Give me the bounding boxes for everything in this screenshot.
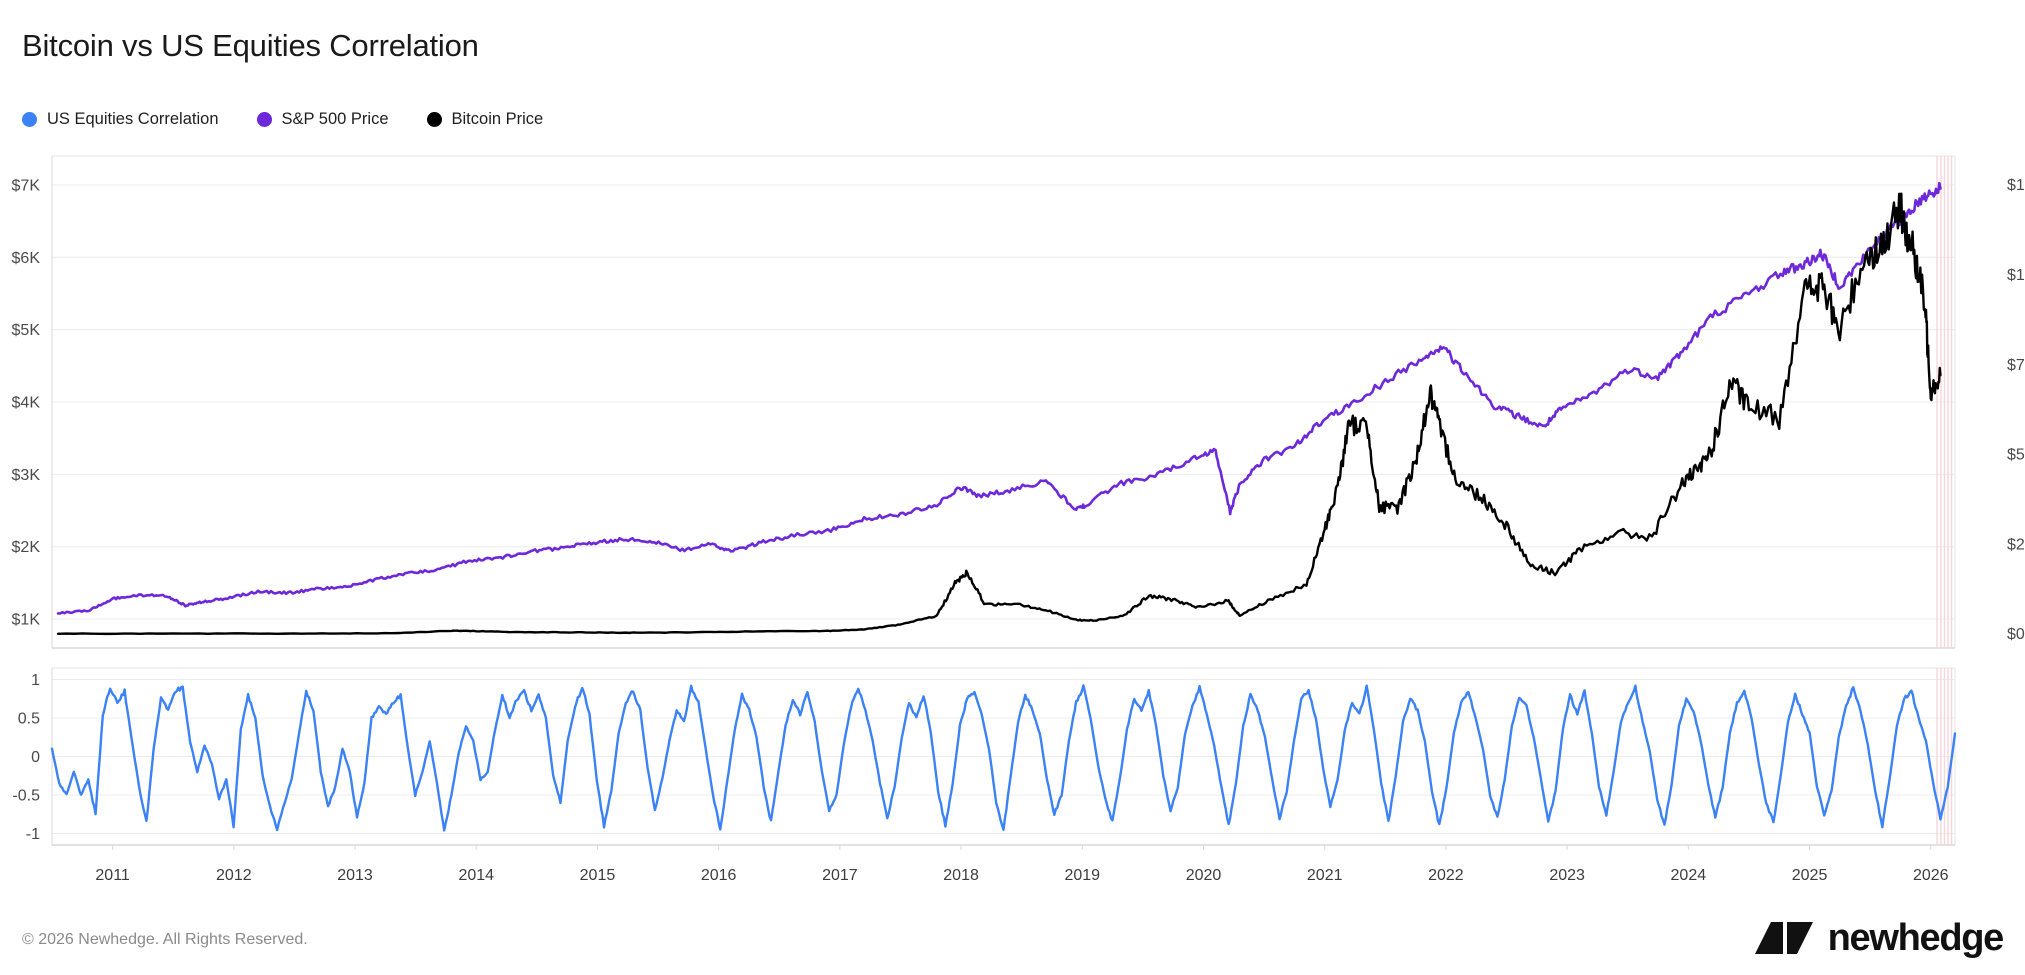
x-axis-tick-label: 2022 [1428, 867, 1464, 884]
price-y-left-tick-label: $6K [12, 250, 41, 267]
x-axis-tick-label: 2023 [1549, 867, 1585, 884]
price-y-right-tick-label: $125K [2007, 177, 2025, 194]
x-axis-tick-label: 2014 [458, 867, 494, 884]
chart-legend: US Equities Correlation S&P 500 Price Bi… [22, 106, 581, 132]
price-panel: $1K $2K $3K $4K $5K $6K $7K $0 $25K $50K $75K $100… [12, 155, 2025, 649]
circle-dot-icon [256, 111, 272, 127]
price-y-right-tick-label: $0 [2007, 626, 2025, 643]
price-y-right-tick-label: $25K [2007, 536, 2025, 553]
price-y-right-tick-label: $75K [2007, 357, 2025, 374]
x-axis-tick-label: 2013 [337, 867, 373, 884]
correlation-y-tick-label: 1 [31, 672, 40, 689]
legend-item-us-equities-correlation[interactable]: US Equities Correlation [22, 110, 219, 129]
correlation-y-tick-label: -1 [26, 826, 40, 843]
legend-label: Bitcoin Price [451, 109, 544, 128]
price-y-left-tick-label: $2K [12, 539, 41, 556]
legend-item-bitcoin-price[interactable]: Bitcoin Price [426, 109, 544, 129]
correlation-y-tick-label: 0.5 [18, 711, 40, 728]
x-axis-tick-label: 2025 [1792, 867, 1828, 884]
circle-dot-icon [22, 111, 37, 127]
correlation-y-tick-label: 0 [31, 749, 40, 766]
correlation-y-axis: 1 0.5 0 -0.5 -1 [12, 672, 40, 843]
x-axis-tick-label: 2015 [580, 867, 616, 884]
page-title: Bitcoin vs US Equities Correlation [22, 28, 479, 63]
x-axis-tick-label: 2019 [1064, 867, 1100, 884]
price-y-left-tick-label: $3K [12, 467, 41, 484]
legend-label: S&P 500 Price [281, 109, 389, 128]
x-axis-tick-label: 2017 [822, 867, 858, 884]
price-y-axis-left: $1K $2K $3K $4K $5K $6K $7K [12, 177, 41, 628]
x-axis-tick-label: 2011 [95, 867, 130, 884]
circle-dot-icon [426, 111, 442, 127]
x-axis-tick-label: 2026 [1913, 867, 1949, 884]
price-y-right-tick-label: $100K [2007, 267, 2025, 284]
correlation-y-tick-label: -0.5 [12, 787, 40, 804]
x-axis-tick-label: 2021 [1307, 867, 1343, 884]
price-y-left-tick-label: $5K [12, 322, 41, 339]
x-axis-tick-label: 2016 [701, 867, 737, 884]
price-y-axis-right: $0 $25K $50K $75K $100K $125K [2007, 177, 2025, 643]
price-y-left-tick-label: $1K [12, 612, 41, 629]
copyright-notice: © 2026 Newhedge. All Rights Reserved. [22, 931, 308, 948]
price-panel-frame [51, 155, 1956, 649]
correlation-panel: 1 0.5 0 -0.5 -1 [12, 667, 1957, 846]
price-gridlines [52, 184, 1955, 620]
correlation-gridlines [52, 679, 1955, 834]
price-y-right-tick-label: $50K [2007, 447, 2025, 464]
price-y-left-tick-label: $4K [12, 395, 41, 412]
bitcoin-price-line [56, 192, 1942, 636]
price-y-left-tick-label: $7K [12, 177, 41, 194]
x-axis-ticks: 2011 2012 2013 2014 2015 2016 2017 2018 2019 2020… [95, 845, 1949, 884]
legend-label: US Equities Correlation [47, 109, 219, 128]
newhedge-logo-icon [1754, 922, 1813, 954]
x-axis-tick-label: 2024 [1671, 867, 1707, 884]
correlation-panel-frame [51, 667, 1956, 846]
brand-logo: newhedge [1753, 917, 2005, 959]
us-equities-correlation-line [50, 684, 1957, 832]
legend-item-sp500-price[interactable]: S&P 500 Price [256, 109, 389, 129]
x-axis-tick-label: 2018 [943, 867, 979, 884]
x-axis-tick-label: 2020 [1186, 867, 1222, 884]
sp500-price-line [56, 181, 1942, 615]
recent-period-highlight [1936, 156, 1953, 648]
x-axis-tick-label: 2012 [216, 867, 252, 884]
brand-name: newhedge [1827, 917, 2005, 959]
correlation-recent-highlight [1936, 668, 1953, 845]
